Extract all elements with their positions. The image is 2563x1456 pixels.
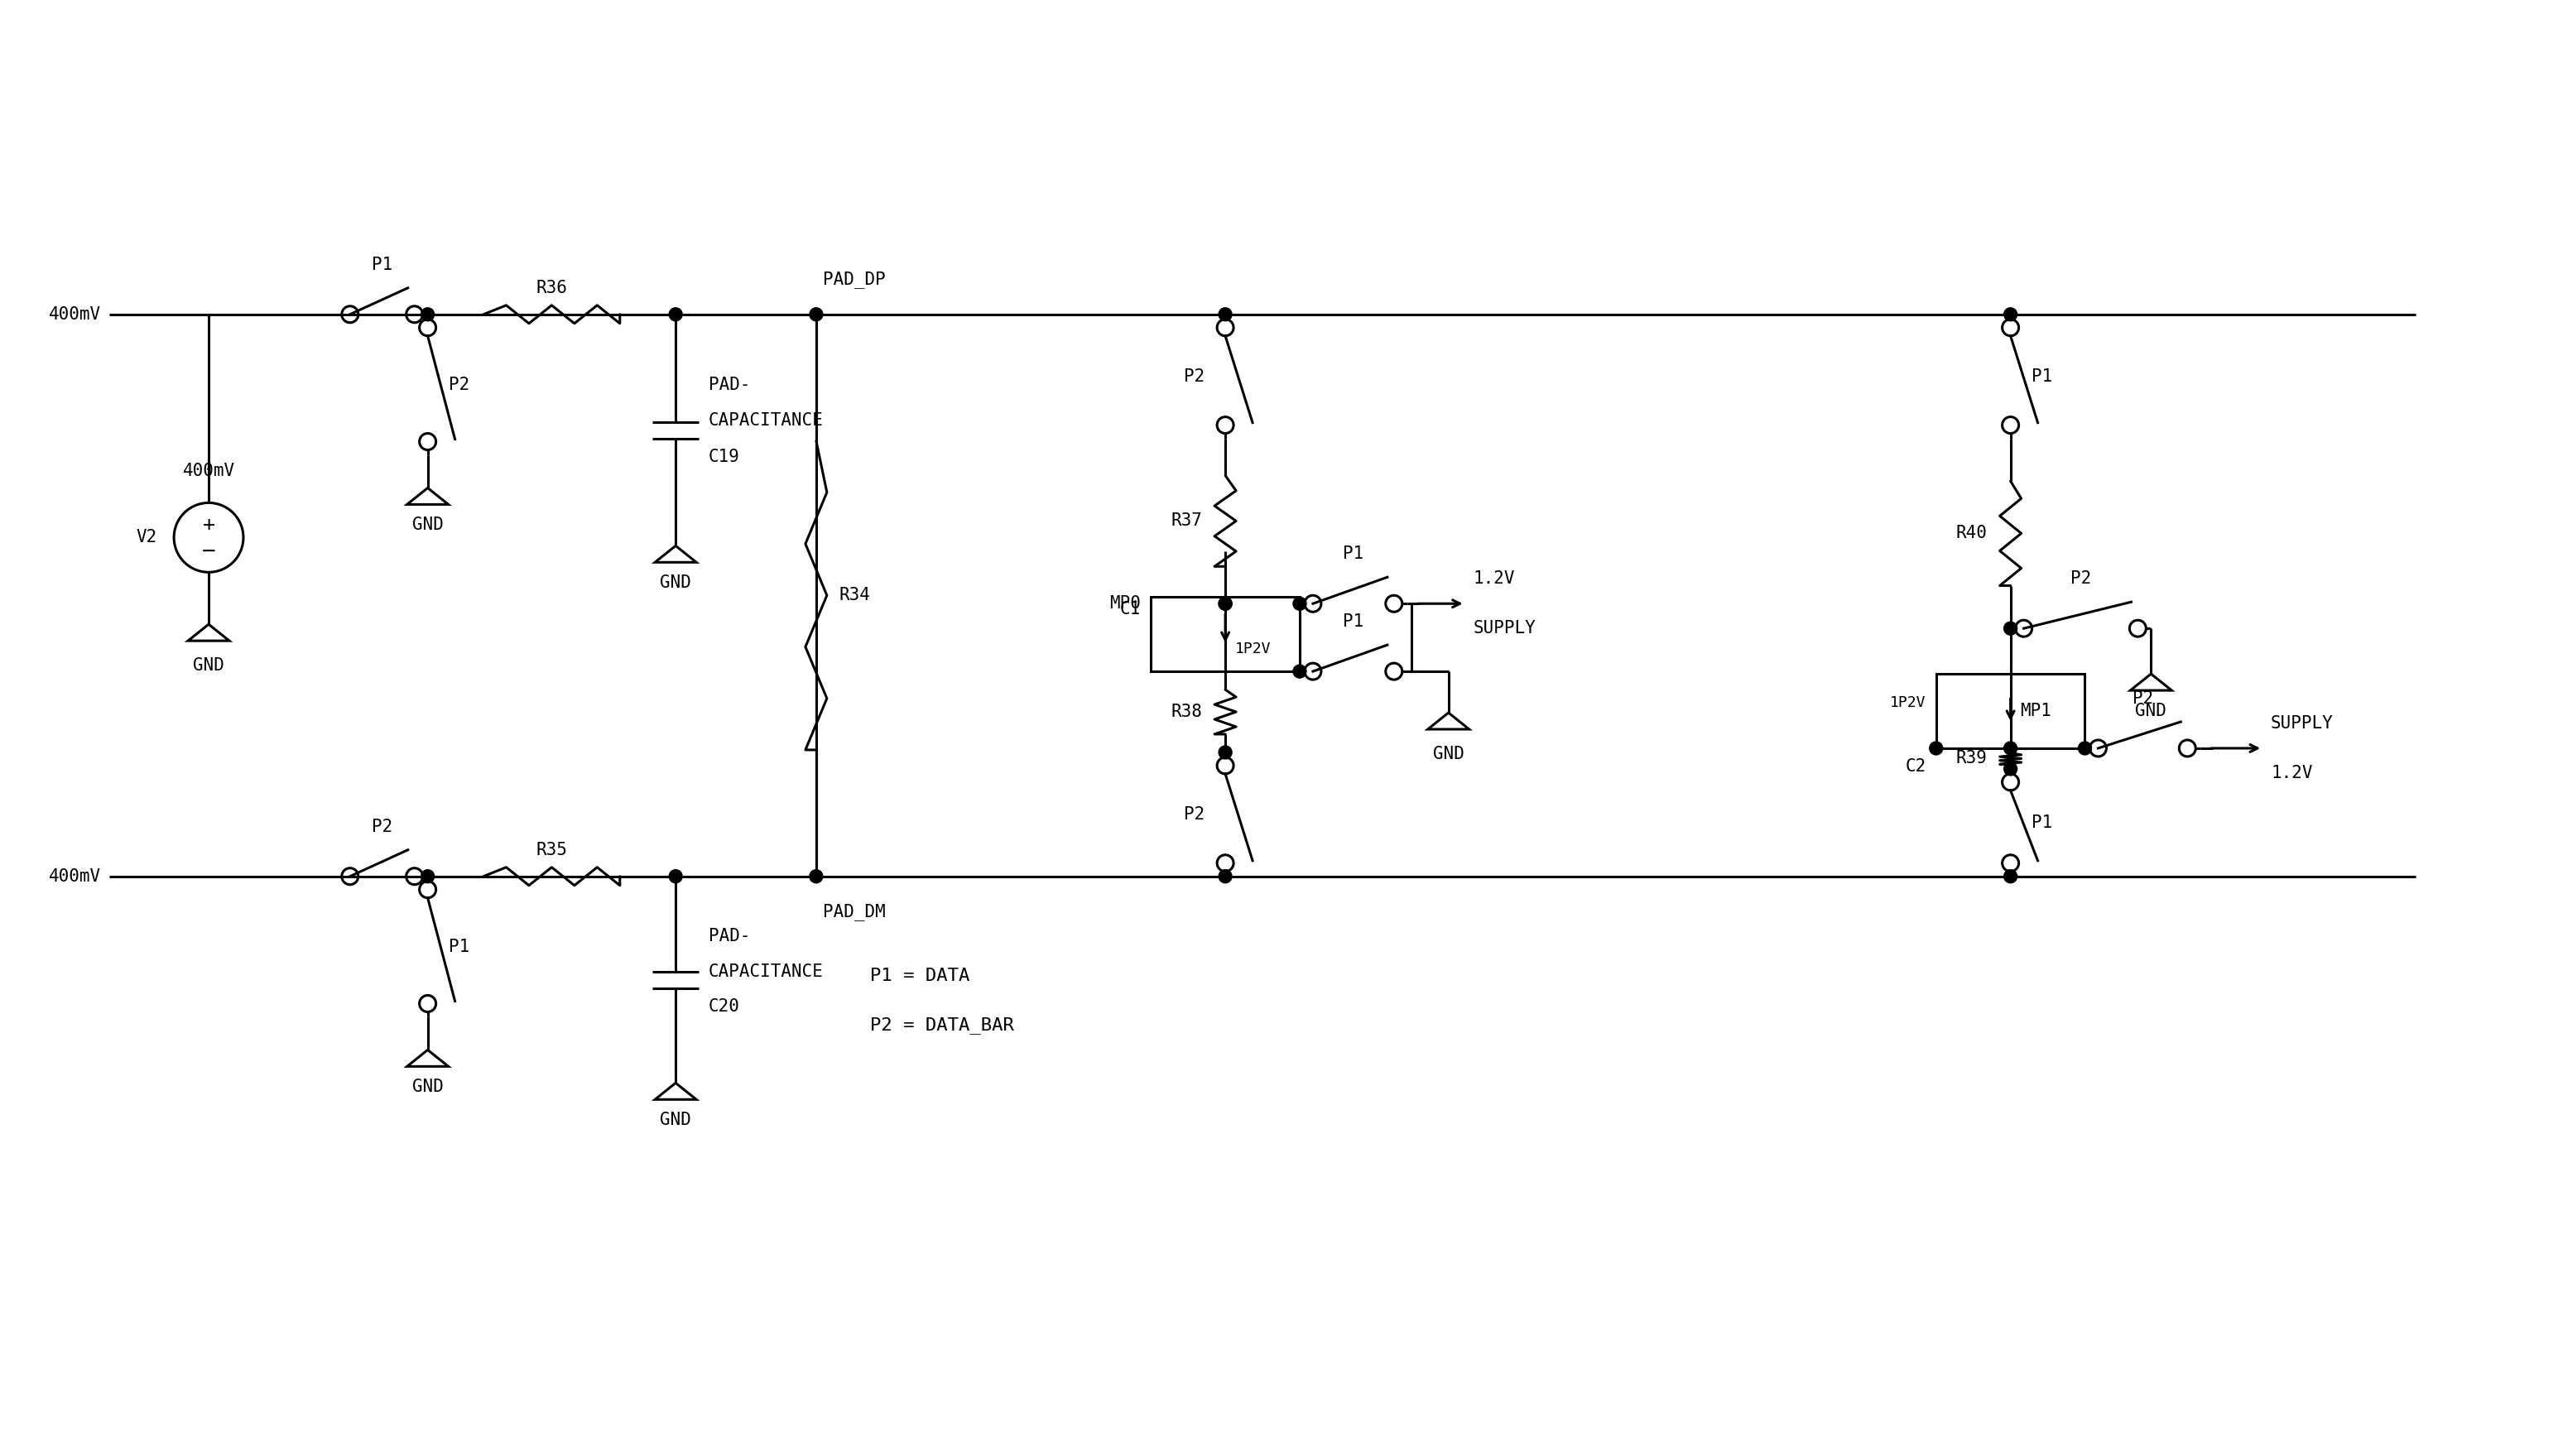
Text: R39: R39 xyxy=(1956,750,1986,767)
Text: 400mV: 400mV xyxy=(49,306,100,323)
Circle shape xyxy=(1217,307,1233,320)
Text: 1P2V: 1P2V xyxy=(1889,696,1927,711)
Text: R34: R34 xyxy=(838,587,871,604)
Text: CAPACITANCE: CAPACITANCE xyxy=(710,412,823,428)
Text: P1 = DATA: P1 = DATA xyxy=(869,967,969,984)
Circle shape xyxy=(2004,307,2017,320)
Text: MP0: MP0 xyxy=(1110,596,1141,612)
Text: GND: GND xyxy=(413,1079,443,1095)
Text: R37: R37 xyxy=(1171,513,1202,529)
Text: GND: GND xyxy=(2135,703,2166,719)
Text: P1: P1 xyxy=(1343,613,1364,630)
Text: PAD_DM: PAD_DM xyxy=(823,903,884,920)
Text: R38: R38 xyxy=(1171,703,1202,721)
Text: 1.2V: 1.2V xyxy=(1474,571,1515,587)
Circle shape xyxy=(1217,597,1233,610)
Text: GND: GND xyxy=(192,657,226,674)
Text: CAPACITANCE: CAPACITANCE xyxy=(710,962,823,980)
Text: C19: C19 xyxy=(710,448,741,464)
Circle shape xyxy=(1930,741,1943,754)
Circle shape xyxy=(2004,869,2017,882)
Text: 400mV: 400mV xyxy=(49,868,100,885)
Circle shape xyxy=(669,307,682,320)
Bar xyxy=(1151,597,1299,671)
Text: GND: GND xyxy=(661,1112,692,1128)
Circle shape xyxy=(420,869,433,882)
Text: SUPPLY: SUPPLY xyxy=(1474,620,1535,636)
Circle shape xyxy=(1217,597,1233,610)
Text: P1: P1 xyxy=(2030,814,2053,831)
Text: GND: GND xyxy=(661,575,692,591)
Text: MP1: MP1 xyxy=(2020,703,2053,719)
Text: PAD_DP: PAD_DP xyxy=(823,271,884,288)
Text: R36: R36 xyxy=(536,280,566,296)
Circle shape xyxy=(1294,597,1307,610)
Circle shape xyxy=(810,869,823,882)
Circle shape xyxy=(1294,665,1307,678)
Text: GND: GND xyxy=(1433,745,1463,763)
Text: P2: P2 xyxy=(1184,368,1205,384)
Text: PAD-: PAD- xyxy=(710,927,751,943)
Text: P1: P1 xyxy=(449,938,469,955)
Text: SUPPLY: SUPPLY xyxy=(2271,715,2332,732)
Text: P2 = DATA_BAR: P2 = DATA_BAR xyxy=(869,1016,1015,1034)
Text: P1: P1 xyxy=(372,256,392,274)
Text: P1: P1 xyxy=(1343,546,1364,562)
Circle shape xyxy=(2004,741,2017,754)
Text: C2: C2 xyxy=(1904,759,1927,775)
Text: C1: C1 xyxy=(1120,601,1141,617)
Text: 1.2V: 1.2V xyxy=(2271,764,2312,782)
Text: P2: P2 xyxy=(2132,690,2153,708)
Circle shape xyxy=(2004,622,2017,635)
Text: R35: R35 xyxy=(536,842,566,858)
Text: C20: C20 xyxy=(710,999,741,1015)
Bar xyxy=(1935,674,2084,748)
Circle shape xyxy=(2079,741,2091,754)
Text: P2: P2 xyxy=(1184,807,1205,823)
Circle shape xyxy=(420,307,433,320)
Text: P2: P2 xyxy=(372,818,392,836)
Circle shape xyxy=(1217,869,1233,882)
Text: PAD-: PAD- xyxy=(710,376,751,393)
Circle shape xyxy=(669,869,682,882)
Text: GND: GND xyxy=(413,517,443,533)
Text: −: − xyxy=(202,540,215,563)
Circle shape xyxy=(2004,763,2017,776)
Text: P1: P1 xyxy=(2030,368,2053,384)
Text: P2: P2 xyxy=(2071,571,2091,587)
Text: V2: V2 xyxy=(136,529,156,546)
Text: 1P2V: 1P2V xyxy=(1235,642,1271,657)
Text: +: + xyxy=(202,515,215,534)
Text: 400mV: 400mV xyxy=(182,463,236,479)
Circle shape xyxy=(1217,745,1233,759)
Circle shape xyxy=(810,307,823,320)
Text: R40: R40 xyxy=(1956,526,1986,542)
Text: P2: P2 xyxy=(449,376,469,393)
